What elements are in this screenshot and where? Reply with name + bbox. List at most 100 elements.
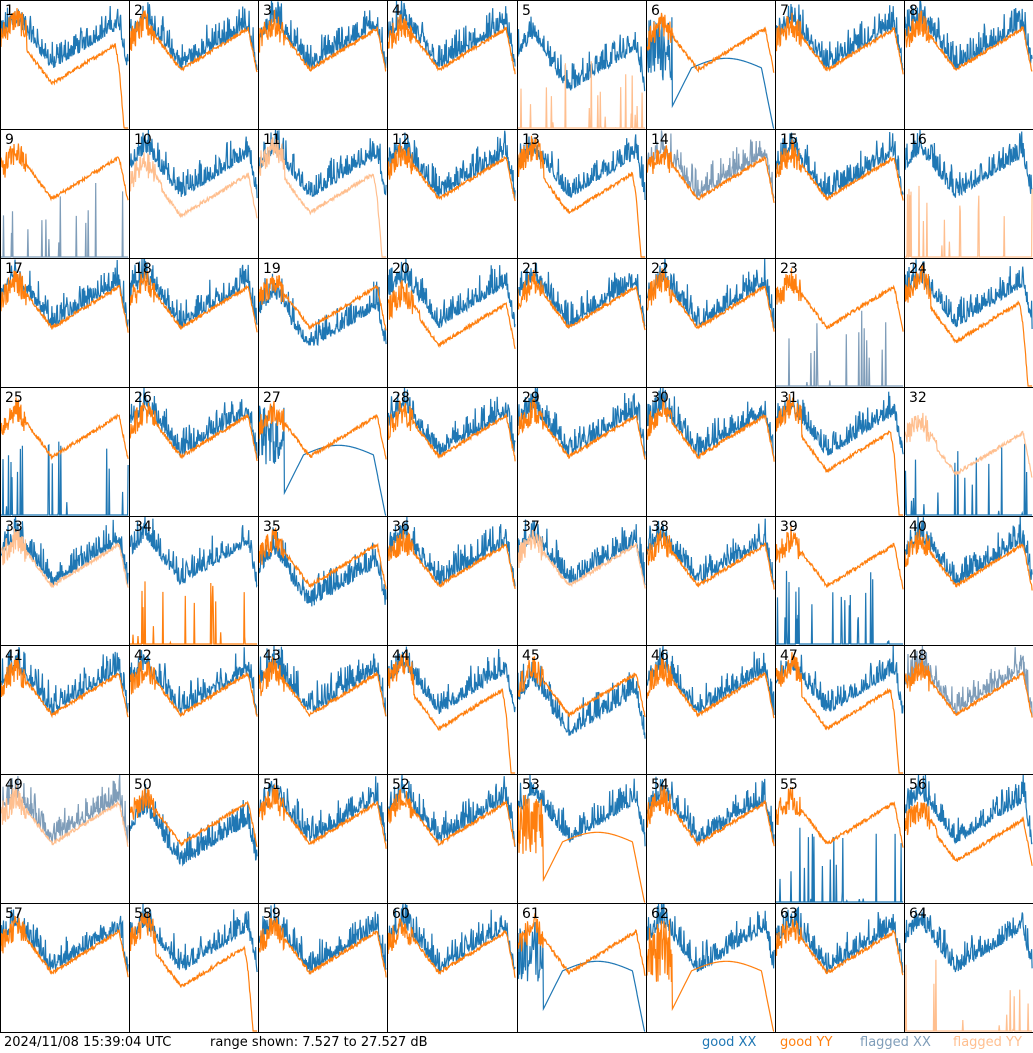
yy-series-line (647, 398, 775, 462)
spectrum-tile-52: 52 (387, 774, 518, 904)
spectrum-tile-9: 9 (0, 129, 130, 259)
xx-series-line (776, 570, 904, 645)
spectrum-tile-47: 47 (775, 645, 905, 775)
tile-plot (647, 518, 775, 590)
xx-series-line (388, 646, 516, 715)
tile-label: 33 (5, 519, 23, 535)
spectrum-tile-64: 64 (904, 903, 1033, 1033)
xx-series-line (776, 906, 904, 975)
spectrum-tile-41: 41 (0, 645, 130, 775)
spectrum-tile-6: 6 (646, 0, 776, 130)
yy-series-line (905, 658, 1033, 718)
xx-series-line (776, 827, 904, 903)
xx-series-line (259, 776, 387, 842)
tile-plot (130, 904, 258, 1032)
xx-series-line (130, 904, 258, 973)
tile-label: 50 (134, 777, 152, 793)
tile-label: 49 (5, 777, 23, 793)
yy-series-line (1, 397, 129, 461)
tile-plot (1, 397, 129, 516)
yy-series-line (905, 959, 1033, 1032)
tile-plot (518, 263, 646, 331)
xx-series-line (518, 775, 646, 847)
yy-series-line (647, 657, 775, 719)
yy-series-line (518, 529, 646, 589)
tile-label: 12 (392, 132, 410, 148)
tile-plot (776, 268, 904, 387)
tile-label: 56 (909, 777, 927, 793)
yy-series-line (518, 269, 646, 331)
yy-series-line (1, 8, 129, 129)
tile-plot (905, 646, 1033, 718)
tile-label: 21 (522, 261, 540, 277)
xx-series-line (518, 16, 646, 92)
xx-series-line (259, 1, 387, 69)
tile-plot (1, 143, 129, 258)
spectrum-tile-33: 33 (0, 516, 130, 646)
xx-series-line (518, 388, 646, 458)
tile-plot (905, 1, 1033, 72)
tile-plot (130, 647, 258, 718)
tile-label: 29 (522, 390, 540, 406)
tile-label: 23 (780, 261, 798, 277)
yy-series-line (1, 143, 129, 202)
tile-label: 15 (780, 132, 798, 148)
spectrum-tile-4: 4 (387, 0, 518, 130)
xx-series-line (518, 263, 646, 330)
yy-series-line (518, 135, 646, 258)
xx-series-line (259, 527, 387, 607)
yy-series-line (647, 268, 775, 332)
spectrum-tile-59: 59 (258, 903, 388, 1033)
yy-series-line (130, 402, 258, 462)
range-text: range shown: 7.527 to 27.527 dB (210, 1035, 428, 1050)
yy-series-line (130, 912, 258, 1032)
tile-plot (1, 5, 129, 129)
tile-label: 7 (780, 3, 789, 19)
spectrum-tile-57: 57 (0, 903, 130, 1033)
tile-plot (905, 775, 1033, 866)
tile-plot (905, 412, 1033, 516)
yy-series-line (388, 279, 516, 350)
tile-label: 20 (392, 261, 410, 277)
spectrum-tile-11: 11 (258, 129, 388, 259)
tile-plot (130, 259, 258, 333)
xx-series-line (905, 908, 1033, 973)
yy-series-line (776, 139, 904, 202)
tile-plot (647, 12, 775, 129)
tile-label: 8 (909, 3, 918, 19)
xx-series-line (388, 259, 516, 329)
tile-plot (647, 130, 775, 204)
yy-series-line (776, 394, 904, 516)
legend-flagged-xx: flagged XX (860, 1035, 931, 1050)
xx-series-line (388, 904, 516, 974)
xx-series-line (905, 775, 1033, 845)
xx-series-line (776, 131, 904, 198)
tile-plot (776, 786, 904, 903)
tile-plot (647, 259, 775, 332)
yy-series-line (1, 528, 129, 589)
xx-series-line (259, 273, 387, 347)
tile-label: 64 (909, 906, 927, 922)
tile-label: 60 (392, 906, 410, 922)
spectrum-tile-8: 8 (904, 0, 1033, 130)
yy-series-line (259, 401, 387, 460)
tile-plot (776, 906, 904, 976)
timestamp: 2024/11/08 15:39:04 UTC (4, 1035, 172, 1050)
tile-label: 19 (263, 261, 281, 277)
yy-series-line (130, 581, 258, 645)
tile-label: 10 (134, 132, 152, 148)
tile-plot (905, 130, 1033, 258)
tile-label: 22 (651, 261, 669, 277)
spectrum-tile-21: 21 (517, 258, 647, 388)
tile-plot (776, 131, 904, 202)
xx-series-line (518, 922, 646, 1032)
spectrum-tile-1: 1 (0, 0, 130, 130)
tile-plot (388, 1, 516, 75)
spectrum-tile-43: 43 (258, 645, 388, 775)
yy-series-line (388, 789, 516, 847)
yy-series-line (647, 920, 775, 1032)
tile-plot (518, 656, 646, 739)
tile-plot (1, 909, 129, 978)
tile-plot (647, 646, 775, 719)
